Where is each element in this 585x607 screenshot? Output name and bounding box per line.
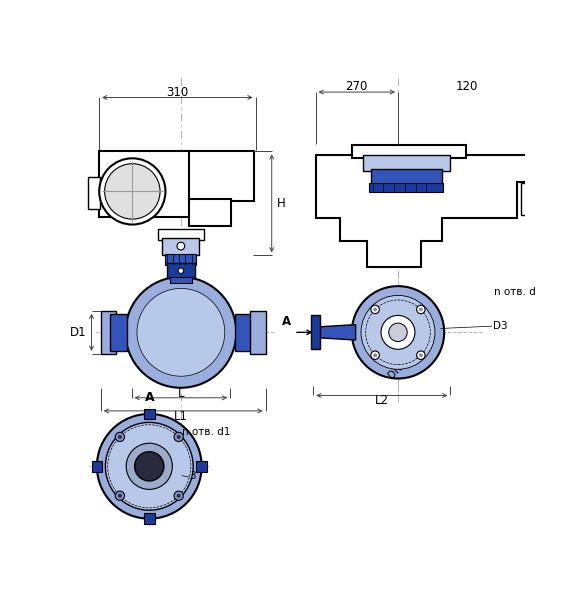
Circle shape <box>135 452 164 481</box>
Circle shape <box>177 242 185 250</box>
Bar <box>158 229 204 240</box>
Circle shape <box>373 308 377 311</box>
Circle shape <box>177 435 181 439</box>
Bar <box>363 155 450 171</box>
Circle shape <box>118 493 122 498</box>
Bar <box>311 316 320 349</box>
Bar <box>110 314 127 351</box>
Circle shape <box>361 296 435 369</box>
Circle shape <box>118 435 122 439</box>
Text: A: A <box>282 316 291 328</box>
Bar <box>144 514 154 524</box>
Circle shape <box>99 158 166 225</box>
Bar <box>88 177 100 209</box>
Bar <box>521 183 538 215</box>
Circle shape <box>419 308 423 311</box>
Circle shape <box>174 491 183 500</box>
Circle shape <box>125 277 236 388</box>
Circle shape <box>115 491 125 500</box>
Bar <box>188 199 231 226</box>
Bar <box>170 277 192 283</box>
Circle shape <box>389 323 407 342</box>
Circle shape <box>126 443 173 489</box>
Text: D3: D3 <box>493 321 507 331</box>
Bar <box>163 239 199 256</box>
Circle shape <box>371 351 379 359</box>
Text: D3: D3 <box>181 470 196 481</box>
Bar <box>144 409 154 419</box>
Bar <box>167 263 195 279</box>
Circle shape <box>105 422 193 510</box>
Circle shape <box>371 305 379 314</box>
Bar <box>370 183 443 192</box>
Circle shape <box>352 286 444 379</box>
Circle shape <box>97 414 202 518</box>
Circle shape <box>174 432 183 441</box>
Text: L2: L2 <box>375 395 389 407</box>
Bar <box>101 311 116 354</box>
Polygon shape <box>315 155 529 267</box>
Text: 310: 310 <box>166 86 188 98</box>
Text: L1: L1 <box>174 410 188 422</box>
Text: D1: D1 <box>70 326 87 339</box>
Circle shape <box>177 493 181 498</box>
Bar <box>91 461 102 472</box>
Circle shape <box>417 351 425 359</box>
Text: 270: 270 <box>345 80 367 93</box>
Text: 120: 120 <box>456 80 479 93</box>
Text: n отв. d1: n отв. d1 <box>181 427 230 436</box>
Bar <box>352 145 466 158</box>
Bar <box>371 169 442 185</box>
Circle shape <box>137 288 225 376</box>
Bar <box>99 151 190 217</box>
Text: DN: DN <box>387 362 405 380</box>
Bar <box>235 314 252 351</box>
Text: L: L <box>178 387 184 399</box>
Bar <box>188 151 254 202</box>
Circle shape <box>381 316 415 349</box>
Polygon shape <box>317 325 356 340</box>
Circle shape <box>417 305 425 314</box>
Circle shape <box>115 432 125 441</box>
Circle shape <box>178 268 184 273</box>
Circle shape <box>419 353 423 357</box>
Bar <box>250 311 266 354</box>
Bar <box>196 461 207 472</box>
Circle shape <box>105 164 160 219</box>
Bar <box>166 254 196 265</box>
Text: n отв. d: n отв. d <box>494 287 536 297</box>
Text: A: A <box>144 391 154 404</box>
Text: H: H <box>277 197 286 210</box>
Circle shape <box>373 353 377 357</box>
